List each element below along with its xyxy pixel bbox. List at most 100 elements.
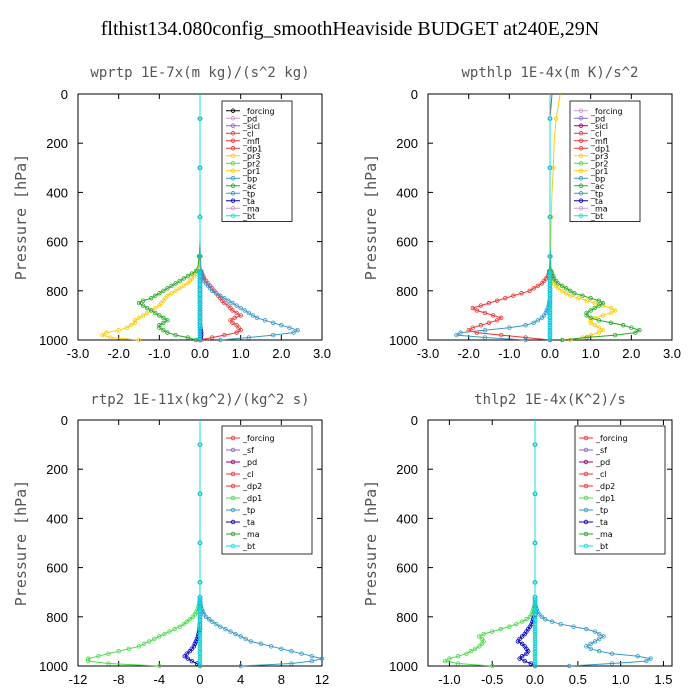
data-point bbox=[197, 656, 203, 661]
data-point bbox=[532, 646, 538, 651]
data-point bbox=[238, 313, 243, 318]
data-point bbox=[547, 325, 553, 330]
x-tick-label: 2.0 bbox=[272, 346, 290, 361]
data-point bbox=[136, 300, 142, 306]
data-point bbox=[289, 649, 294, 654]
data-point bbox=[226, 298, 231, 303]
legend-box bbox=[574, 425, 666, 555]
y-tick-label: 0 bbox=[61, 87, 68, 102]
data-point bbox=[532, 636, 538, 642]
data-point bbox=[222, 295, 227, 301]
legend-marker bbox=[583, 531, 589, 537]
data-point bbox=[157, 291, 162, 296]
y-tick-label: 1000 bbox=[39, 333, 68, 348]
data-point bbox=[474, 308, 479, 313]
data-point bbox=[197, 283, 203, 289]
data-point bbox=[609, 661, 615, 666]
legend-marker bbox=[578, 108, 584, 113]
data-point bbox=[172, 626, 177, 632]
data-point bbox=[187, 617, 193, 622]
legend-marker bbox=[583, 447, 589, 453]
y-tick-label: 1000 bbox=[389, 333, 418, 348]
data-point bbox=[238, 305, 243, 311]
data-point bbox=[519, 634, 525, 639]
chart-panel-4: thlp2 1E-4x(K^2)/s Pressure [hPa] 0 200 400 6… bbox=[362, 392, 673, 687]
data-point bbox=[549, 619, 555, 624]
data-point bbox=[194, 636, 200, 642]
data-point bbox=[136, 644, 142, 649]
data-point bbox=[100, 332, 105, 338]
legend-marker bbox=[230, 116, 236, 121]
data-point bbox=[85, 656, 91, 661]
data-point bbox=[238, 634, 243, 639]
data-point bbox=[197, 335, 203, 340]
legend-label: _pr1 bbox=[242, 167, 260, 176]
data-point bbox=[597, 649, 602, 654]
legend-label: _tp bbox=[242, 506, 255, 515]
data-point bbox=[547, 291, 553, 296]
data-point bbox=[547, 214, 553, 220]
data-point bbox=[144, 310, 150, 316]
data-point bbox=[209, 335, 215, 340]
data-point bbox=[507, 624, 512, 629]
y-tick-label: 600 bbox=[46, 235, 68, 250]
legend-label: _forcing bbox=[590, 107, 623, 116]
data-point bbox=[609, 651, 615, 656]
legend-label: _sf bbox=[242, 446, 254, 455]
data-point bbox=[472, 646, 478, 651]
data-point bbox=[596, 330, 601, 335]
x-tick-label: -3.0 bbox=[67, 346, 89, 361]
x-tick-label: 1.0 bbox=[612, 672, 630, 687]
data-point bbox=[532, 609, 538, 615]
data-point bbox=[185, 335, 190, 340]
data-point bbox=[592, 315, 597, 321]
data-point bbox=[584, 626, 589, 632]
data-point bbox=[193, 337, 199, 343]
data-point bbox=[197, 658, 203, 664]
legend-label: _ma bbox=[595, 530, 613, 539]
data-point bbox=[597, 636, 602, 642]
data-point bbox=[543, 617, 548, 622]
legend-label: _dp2 bbox=[595, 482, 615, 491]
data-point bbox=[234, 303, 239, 308]
data-point bbox=[588, 318, 593, 323]
data-point bbox=[576, 295, 581, 301]
data-point bbox=[197, 626, 203, 632]
data-point bbox=[197, 442, 203, 447]
legend-label: _ta bbox=[242, 197, 255, 206]
data-point bbox=[197, 624, 203, 629]
data-point bbox=[104, 330, 109, 335]
data-point bbox=[197, 612, 203, 617]
data-point bbox=[197, 617, 203, 622]
x-tick-label: 8 bbox=[278, 672, 285, 687]
data-point bbox=[531, 286, 536, 291]
legend-label: _forcing bbox=[595, 434, 628, 443]
data-point bbox=[532, 612, 538, 617]
data-point bbox=[442, 658, 448, 664]
legend-label: _dp1 bbox=[242, 494, 262, 503]
data-point bbox=[551, 276, 557, 281]
data-point bbox=[588, 646, 593, 651]
data-point bbox=[470, 325, 475, 330]
x-tick-label: -8 bbox=[113, 672, 125, 687]
data-point bbox=[108, 335, 113, 340]
data-point bbox=[141, 641, 147, 647]
legend-marker bbox=[230, 138, 236, 143]
data-point bbox=[197, 597, 203, 602]
chart-panel-1: wprtp 1E-7x(m kg)/(s^2 kg) Pressure [hPa]… bbox=[12, 65, 331, 361]
legend-marker bbox=[230, 435, 236, 441]
data-point bbox=[153, 293, 158, 298]
data-point bbox=[629, 325, 634, 330]
data-point bbox=[523, 323, 528, 328]
data-point bbox=[161, 315, 166, 321]
data-point bbox=[197, 599, 203, 605]
data-point bbox=[189, 271, 195, 276]
data-point bbox=[532, 658, 538, 664]
data-point bbox=[564, 286, 569, 291]
data-point bbox=[222, 332, 227, 338]
series-line-pr1 bbox=[101, 94, 201, 341]
legend-marker bbox=[578, 191, 584, 196]
data-point bbox=[608, 320, 614, 325]
data-point bbox=[507, 325, 512, 330]
x-tick-label: -1.0 bbox=[438, 672, 460, 687]
